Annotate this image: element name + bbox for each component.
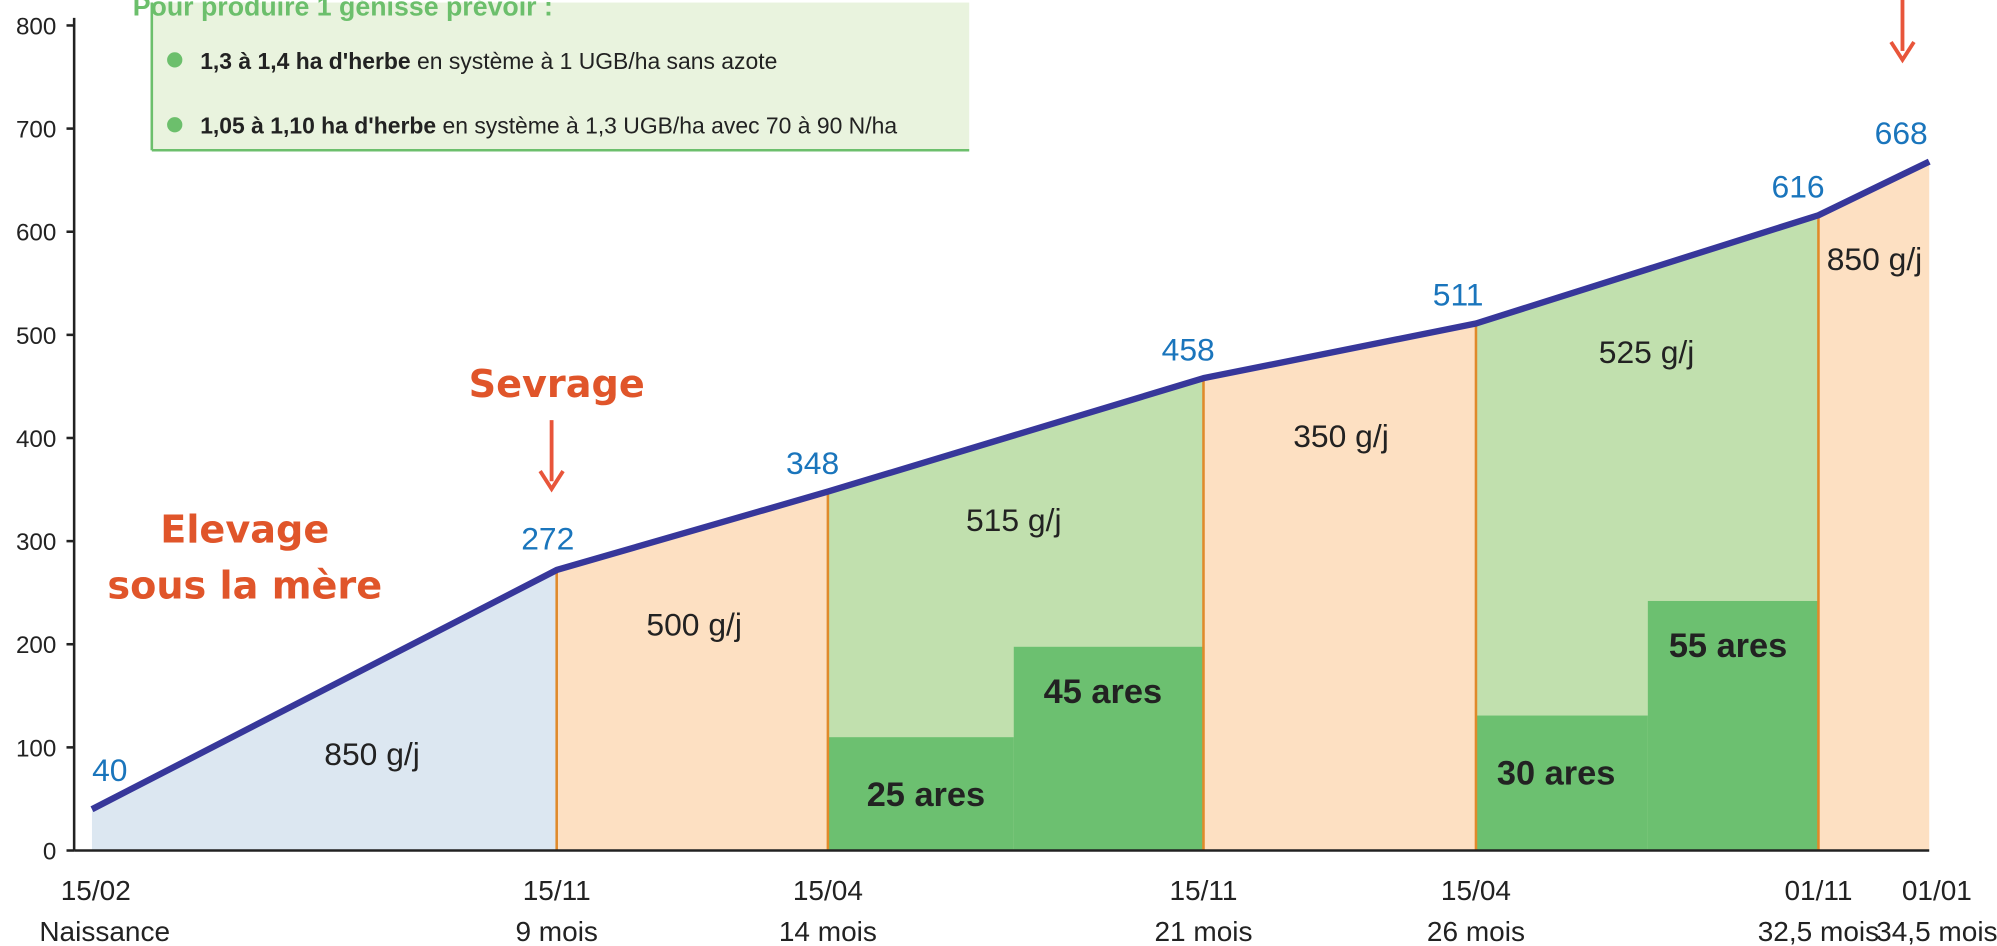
y-tick-label: 800: [16, 13, 56, 40]
area-block: [1013, 646, 1204, 851]
x-tick-label: 01/11: [1784, 875, 1852, 906]
y-tick-label: 700: [16, 117, 56, 144]
x-sub-label: 26 mois: [1427, 916, 1525, 946]
x-tick-label: 01/01: [1902, 875, 1972, 906]
x-tick-label: 15/04: [1441, 875, 1511, 906]
gain-label: 850 g/j: [324, 736, 420, 772]
area-label: 25 ares: [867, 776, 985, 814]
area-block: [1475, 715, 1648, 851]
info-text: en système à 1 UGB/ha sans azote: [417, 48, 777, 74]
weight-line: [90, 158, 1931, 813]
value-label: 458: [1162, 331, 1215, 367]
segment-area: [91, 569, 557, 851]
info-bold: 1,05 à 1,10 ha d'herbe: [200, 113, 436, 139]
gain-label: 525 g/j: [1599, 334, 1695, 370]
gain-label: 850 g/j: [1827, 241, 1923, 277]
y-tick-label: 400: [16, 426, 56, 453]
annotation: Sevrage: [469, 363, 645, 407]
gain-label: 500 g/j: [646, 606, 742, 642]
y-tick-label: 200: [16, 632, 56, 659]
segment-area: [1203, 323, 1476, 851]
annotation: Elevage: [160, 508, 329, 552]
segment-area: [1818, 161, 1930, 851]
value-label: 616: [1772, 168, 1825, 204]
value-label: 348: [786, 445, 839, 481]
area-block: [827, 737, 1014, 851]
y-tick-label: 600: [16, 220, 56, 247]
info-title: Pour produire 1 génisse prévoir :: [133, 0, 553, 21]
annotation: sous la mère: [107, 564, 382, 608]
x-tick-label: 15/11: [1169, 875, 1237, 906]
segment-area: [556, 491, 828, 851]
x-sub-label: Naissance: [39, 916, 170, 946]
gain-label: 515 g/j: [966, 502, 1062, 538]
area-label: 30 ares: [1497, 754, 1615, 792]
info-item: 1,3 à 1,4 ha d'herbe en système à 1 UGB/…: [200, 48, 777, 74]
value-label: 511: [1433, 277, 1484, 313]
x-sub-label: 14 mois: [779, 916, 877, 946]
arrow-head: [1889, 40, 1916, 64]
x-sub-label: 21 mois: [1154, 916, 1252, 946]
value-label: 668: [1875, 115, 1928, 151]
segments: [91, 161, 1930, 851]
area-label: 55 ares: [1669, 627, 1787, 665]
y-tick-label: 500: [16, 323, 56, 350]
x-sub-label: 32,5 mois: [1758, 916, 1879, 946]
area-block: [1647, 600, 1819, 851]
value-label: 40: [92, 752, 127, 788]
info-text: en système à 1,3 UGB/ha avec 70 à 90 N/h…: [442, 113, 897, 139]
gain-label: 350 g/j: [1293, 418, 1389, 454]
bullet: [167, 117, 183, 133]
bullet: [167, 52, 183, 68]
y-tick-label: 300: [16, 529, 56, 556]
x-tick-label: 15/02: [61, 875, 131, 906]
info-box: [150, 2, 970, 151]
y-tick-label: 0: [43, 838, 56, 865]
x-sub-label: 34,5 mois: [1876, 916, 1997, 946]
arrow-head: [538, 470, 565, 493]
value-label: 272: [521, 521, 574, 557]
x-tick-label: 15/11: [523, 875, 591, 906]
info-bold: 1,3 à 1,4 ha d'herbe: [200, 48, 410, 74]
y-tick-label: 100: [16, 735, 56, 762]
area-label: 45 ares: [1044, 673, 1162, 711]
x-sub-label: 9 mois: [515, 916, 597, 946]
x-tick-label: 15/04: [793, 875, 863, 906]
info-item: 1,05 à 1,10 ha d'herbe en système à 1,3 …: [200, 113, 897, 139]
